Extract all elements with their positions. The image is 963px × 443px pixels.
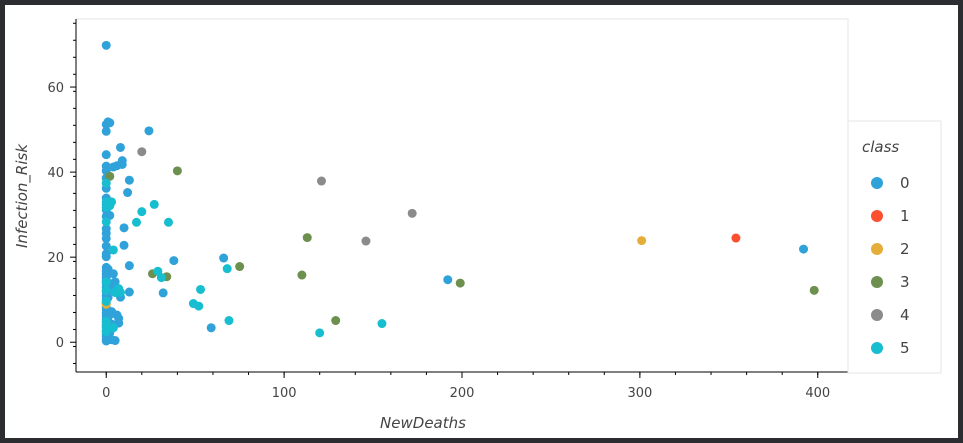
data-point-class-5 [107,197,117,207]
data-point-class-0 [219,253,229,263]
data-point-class-0 [124,287,134,297]
data-point-class-0 [117,159,127,169]
data-point-class-0 [101,150,111,160]
data-point-class-5 [101,217,111,227]
data-point-class-0 [101,252,111,262]
x-tick-label: 300 [627,386,652,401]
x-axis: 0 100 200 300 400 [76,371,848,401]
data-point-class-5 [224,316,234,326]
data-point-class-4 [407,208,417,218]
data-point-class-0 [124,261,134,271]
y-tick-label: 20 [47,251,64,266]
data-points [101,40,819,346]
legend-box [847,120,942,374]
data-point-class-3 [172,166,182,176]
data-point-class-0 [169,256,179,266]
legend-label-class-5: 5 [900,339,910,357]
plot-panel: 0 20 40 60 0 100 200 300 400 NewDeaths Infectio… [5,5,958,438]
data-point-class-5 [315,328,325,338]
legend-label-class-0: 0 [900,174,910,192]
data-point-class-0 [110,336,120,346]
data-point-class-3 [302,233,312,243]
legend-swatch-class-5 [871,342,883,354]
data-point-class-5 [137,207,147,217]
data-point-class-0 [124,175,134,185]
y-tick-label: 40 [47,166,64,181]
y-axis: 0 20 40 60 [47,19,77,372]
legend: class 0 1 2 3 4 5 [847,120,942,374]
data-point-class-0 [101,233,111,243]
data-point-class-0 [115,142,125,152]
data-point-class-0 [119,223,129,233]
data-point-class-5 [163,217,173,227]
data-point-class-5 [149,199,159,209]
data-point-class-0 [105,118,115,128]
y-tick-label: 0 [56,336,64,351]
legend-label-class-1: 1 [900,207,910,225]
data-point-class-0 [443,275,453,285]
legend-swatch-class-3 [871,276,883,288]
data-point-class-5 [196,284,206,294]
y-tick-label: 60 [47,81,64,96]
data-point-class-0 [123,188,133,198]
data-point-class-5 [101,327,111,337]
data-point-class-5 [156,273,166,283]
data-point-class-5 [101,178,111,188]
data-point-class-0 [101,241,111,251]
x-tick-label: 100 [272,386,297,401]
data-point-class-0 [206,323,216,333]
data-point-class-5 [194,301,204,311]
data-point-class-2 [637,236,647,246]
data-point-class-4 [137,147,147,157]
x-tick-label: 200 [450,386,475,401]
data-point-class-0 [799,244,809,254]
y-axis-label: Infection_Risk [13,143,32,248]
data-point-class-0 [101,40,111,50]
data-point-class-0 [101,126,111,136]
plot-area [75,18,849,373]
data-point-class-3 [105,171,115,181]
legend-swatch-class-0 [871,177,883,189]
data-point-class-0 [110,277,120,287]
data-point-class-5 [101,277,111,287]
legend-label-class-2: 2 [900,240,910,258]
legend-swatch-class-4 [871,309,883,321]
data-point-class-5 [108,245,118,255]
data-point-class-0 [119,240,129,250]
data-point-class-5 [101,296,111,306]
x-axis-label: NewDeaths [380,414,466,432]
data-point-class-3 [235,262,245,272]
legend-title: class [862,138,899,156]
data-point-class-5 [377,319,387,329]
data-point-class-5 [131,217,141,227]
legend-label-class-3: 3 [900,273,910,291]
data-point-class-5 [115,287,125,297]
data-point-class-3 [297,270,307,280]
x-tick-label: 0 [102,386,110,401]
data-point-class-3 [331,316,341,326]
data-point-class-4 [316,176,326,186]
data-point-class-5 [222,264,232,274]
legend-swatch-class-1 [871,210,883,222]
legend-swatch-class-2 [871,243,883,255]
data-point-class-5 [101,285,111,295]
data-point-class-5 [108,323,118,333]
x-tick-label: 400 [805,386,830,401]
data-point-class-1 [731,233,741,243]
data-point-class-0 [108,269,118,279]
data-point-class-0 [158,288,168,298]
legend-label-class-4: 4 [900,306,910,324]
data-point-class-3 [809,285,819,295]
data-point-class-4 [361,236,371,246]
data-point-class-3 [455,278,465,288]
data-point-class-0 [144,126,154,136]
